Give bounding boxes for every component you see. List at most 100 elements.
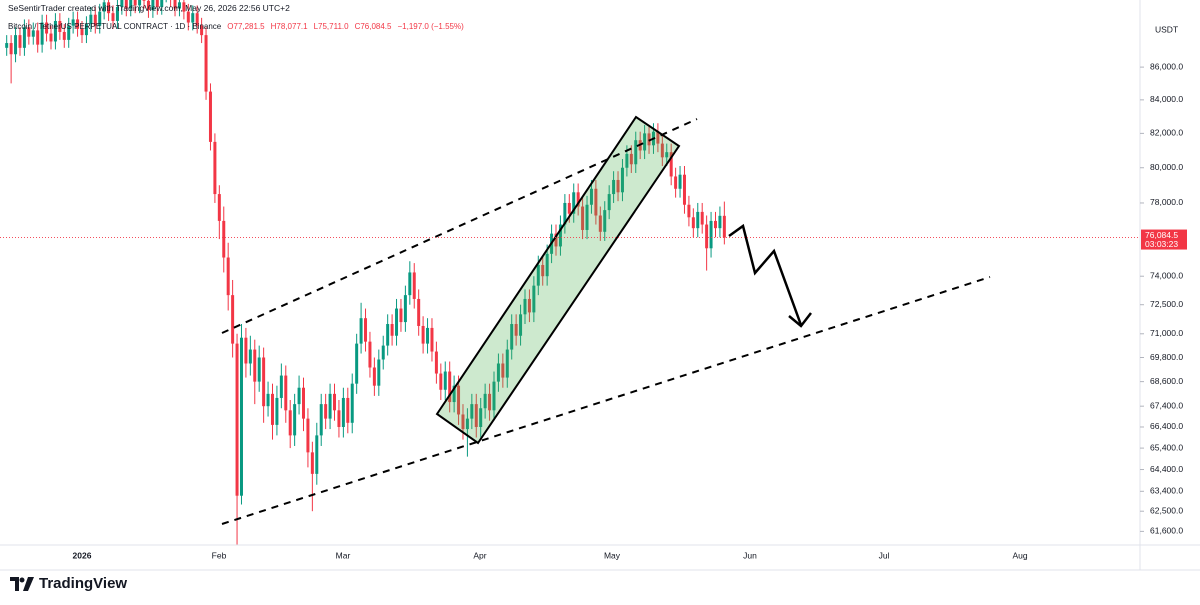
candle-body xyxy=(200,25,204,36)
candle-body xyxy=(315,435,319,474)
candle-body xyxy=(536,264,540,286)
candle-body xyxy=(523,298,527,315)
candle-body xyxy=(333,393,337,411)
candles xyxy=(5,0,726,545)
legend-open: O77,281.5 xyxy=(227,22,265,31)
candle-body xyxy=(426,327,430,344)
candle-body xyxy=(84,24,88,36)
candle-body xyxy=(563,202,567,225)
y-tick-label: 71,000.0 xyxy=(1150,328,1183,338)
candle-body xyxy=(589,188,593,205)
candle-body xyxy=(270,393,274,425)
x-tick-label: Jun xyxy=(743,550,757,560)
y-tick-label: 84,000.0 xyxy=(1150,94,1183,104)
brand: TradingView xyxy=(39,575,128,592)
candle-body xyxy=(718,215,722,229)
candle-body xyxy=(253,349,257,382)
currency-label: USDT xyxy=(1155,24,1178,34)
legend: Bitcoin / TetherUS PERPETUAL CONTRACT · … xyxy=(8,22,464,31)
candle-body xyxy=(545,253,549,277)
candle-body xyxy=(461,414,465,430)
candle-body xyxy=(576,192,580,207)
candle-body xyxy=(120,0,124,7)
y-tick-label: 63,400.0 xyxy=(1150,486,1183,496)
candle-body xyxy=(160,0,164,7)
x-tick-label: Feb xyxy=(212,550,227,560)
candle-body xyxy=(213,141,217,195)
candle-body xyxy=(417,298,421,326)
candle-body xyxy=(111,13,115,21)
candle-body xyxy=(585,204,589,230)
candle-body xyxy=(558,224,562,247)
candle-body xyxy=(359,318,363,344)
candle-body xyxy=(284,375,288,411)
candle-body xyxy=(89,14,93,25)
projection-arrow xyxy=(728,223,803,326)
candle-body xyxy=(266,393,270,407)
candle-body xyxy=(310,452,314,474)
candle-body xyxy=(687,204,691,218)
candle-body xyxy=(93,14,97,26)
candle-body xyxy=(302,387,305,419)
candle-body xyxy=(691,217,695,229)
candle-body xyxy=(399,308,403,323)
candle-body xyxy=(346,397,350,423)
candle-body xyxy=(195,13,199,26)
candle-body xyxy=(288,410,292,436)
candle-body xyxy=(678,174,682,189)
candle-body xyxy=(208,91,212,142)
candle-body xyxy=(403,295,407,323)
candle-body xyxy=(629,153,633,165)
candle-body xyxy=(634,140,638,165)
candle-body xyxy=(319,404,323,436)
candle-body xyxy=(138,0,142,6)
candle-body xyxy=(173,0,177,9)
candle-body xyxy=(408,272,412,296)
candle-body xyxy=(107,2,111,14)
candle-body xyxy=(412,272,416,299)
y-tick-label: 74,000.0 xyxy=(1150,270,1183,280)
candle-body xyxy=(647,133,651,146)
candle-body xyxy=(204,35,208,92)
candle-body xyxy=(572,192,576,214)
candle-body xyxy=(368,341,372,368)
upper-trend-line xyxy=(221,118,698,334)
y-tick-label: 64,400.0 xyxy=(1150,464,1183,474)
candle-body xyxy=(124,0,128,9)
candle-body xyxy=(625,153,629,168)
candle-body xyxy=(31,30,35,37)
candle-body xyxy=(598,215,602,232)
candle-body xyxy=(58,20,62,32)
y-tick-label: 69,800.0 xyxy=(1150,352,1183,362)
candle-body xyxy=(226,257,230,296)
candle-body xyxy=(5,43,9,48)
candle-body xyxy=(439,373,443,390)
arrow-head xyxy=(788,312,812,328)
candle-body xyxy=(607,194,611,211)
candle-body xyxy=(381,345,385,360)
candle-body xyxy=(350,383,354,423)
candle-body xyxy=(452,385,456,403)
candle-body xyxy=(603,210,607,232)
candle-body xyxy=(496,363,500,382)
candle-body xyxy=(567,202,571,214)
candle-body xyxy=(700,211,704,225)
candle-body xyxy=(474,404,478,427)
candle-body xyxy=(372,367,376,386)
candle-body xyxy=(355,343,359,384)
candle-body xyxy=(674,176,678,189)
candle-body xyxy=(306,418,310,453)
candle-body xyxy=(151,0,155,11)
candle-body xyxy=(76,19,80,29)
candle-body xyxy=(696,211,700,229)
last-price-label: 76,084.5 xyxy=(1145,230,1178,240)
candle-body xyxy=(133,0,137,6)
candle-body xyxy=(62,31,66,40)
legend-high: H78,077.1 xyxy=(270,22,308,31)
candle-body xyxy=(275,397,279,425)
candle-body xyxy=(395,308,399,336)
candle-body xyxy=(341,397,345,427)
candle-body xyxy=(14,35,18,55)
candle-body xyxy=(483,393,487,409)
candle-body xyxy=(527,298,531,313)
